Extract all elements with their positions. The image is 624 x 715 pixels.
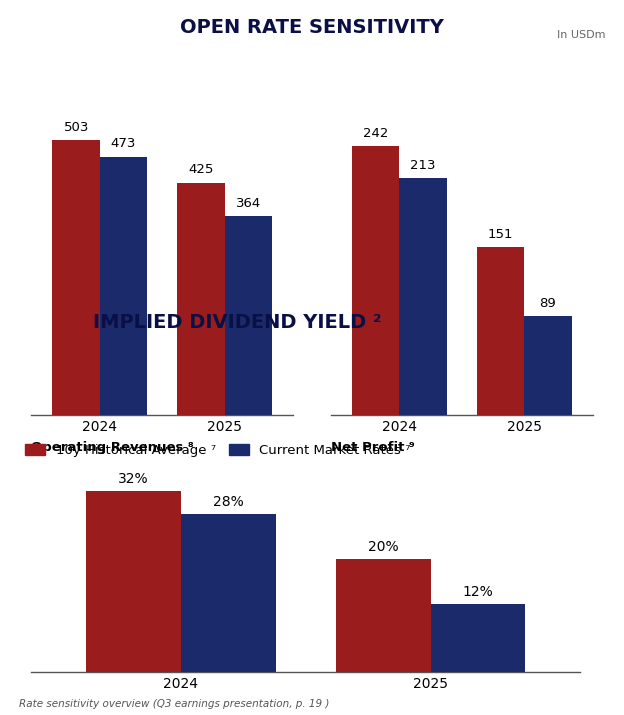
- Legend: 10y Historical Average ⁷, Current Market Rates ⁷: 10y Historical Average ⁷, Current Market…: [26, 444, 411, 457]
- Bar: [52, 140, 100, 415]
- Text: 213: 213: [411, 159, 436, 172]
- Bar: [431, 604, 525, 672]
- Text: 425: 425: [188, 164, 213, 177]
- Text: 28%: 28%: [213, 495, 244, 508]
- Text: 473: 473: [111, 137, 136, 150]
- Bar: [100, 157, 147, 415]
- Text: IMPLIED DIVIDEND YIELD ²: IMPLIED DIVIDEND YIELD ²: [93, 313, 381, 332]
- X-axis label: Net Profit ⁹: Net Profit ⁹: [331, 440, 414, 453]
- Bar: [336, 559, 431, 672]
- Bar: [225, 216, 272, 415]
- Bar: [86, 491, 181, 672]
- Text: 503: 503: [64, 121, 89, 134]
- Text: 32%: 32%: [118, 472, 149, 486]
- Bar: [352, 146, 399, 415]
- Bar: [181, 514, 276, 672]
- Text: Rate sensitivity overview (Q3 earnings presentation, p. 19 ): Rate sensitivity overview (Q3 earnings p…: [19, 699, 329, 709]
- X-axis label: Operating Revenues ⁸: Operating Revenues ⁸: [31, 440, 194, 453]
- Bar: [399, 178, 447, 415]
- Bar: [524, 316, 572, 415]
- Text: In USDm: In USDm: [557, 30, 605, 40]
- Text: 12%: 12%: [462, 585, 494, 599]
- Text: 20%: 20%: [368, 540, 399, 554]
- Text: 364: 364: [236, 197, 261, 209]
- Bar: [177, 183, 225, 415]
- Text: 89: 89: [540, 297, 556, 310]
- Text: 151: 151: [488, 228, 513, 241]
- Bar: [477, 247, 524, 415]
- Text: 242: 242: [363, 127, 388, 139]
- Text: OPEN RATE SENSITIVITY: OPEN RATE SENSITIVITY: [180, 18, 444, 37]
